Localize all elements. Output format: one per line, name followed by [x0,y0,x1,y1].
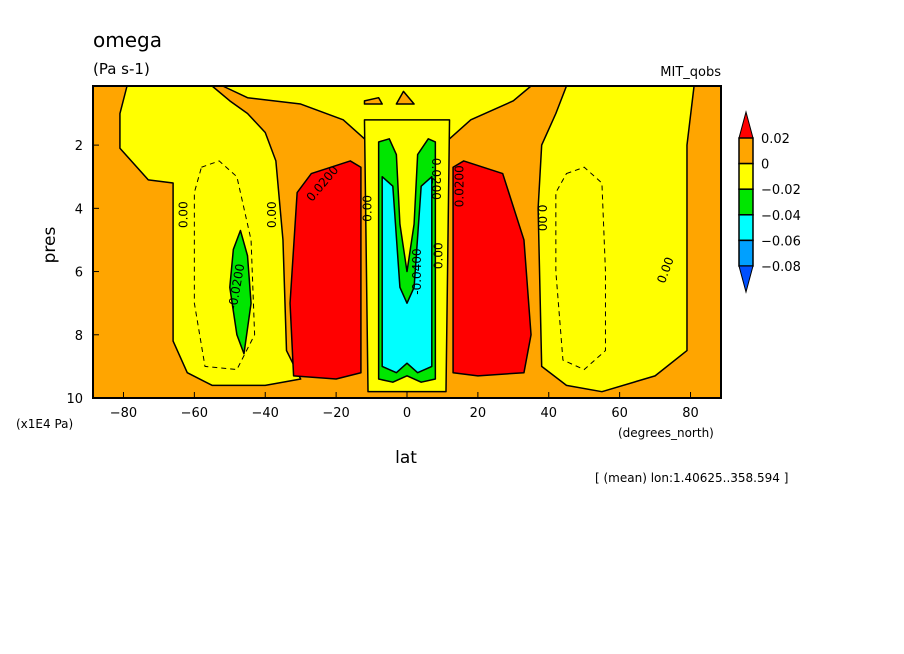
x-axis-units: (degrees_north) [618,426,714,440]
colorbar-swatch [738,239,754,267]
contour-label: 0.00 [176,201,190,228]
y-axis-label: pres [40,227,60,264]
top-orange-blob-right [395,90,415,105]
colorbar-swatch [738,214,754,242]
right-dashed-contour [555,166,606,371]
x-tick-label: −60 [181,406,208,421]
chart-units: (Pa s-1) [93,60,150,78]
contour-label: 0.00 [361,195,375,222]
left-dashed-contour [193,160,256,371]
colorbar-level-label: −0.06 [761,234,801,249]
colorbar-level-label: 0 [761,158,769,173]
x-tick-label: −20 [322,406,349,421]
colorbar-level-label: −0.04 [761,209,801,224]
left-yellow-region [119,85,302,387]
contour-label: -0.0400 [410,248,424,294]
colorbar-swatch [738,188,754,216]
colorbar-level-label: −0.02 [761,183,801,198]
x-tick-label: 40 [540,406,557,421]
contour-label: -0.0200 [429,154,443,200]
y-tick-label: 6 [75,266,83,281]
y-tick-label: 2 [75,139,83,154]
dataset-label: MIT_qobs [660,65,721,80]
chart-title: omega [93,28,162,52]
colorbar-level-label: 0.02 [761,132,790,147]
central-cyan-region [381,175,433,374]
colorbar-swatch [738,137,754,165]
left-red-region [289,160,362,380]
colorbar-top-arrow [738,110,754,139]
right-red-region [452,160,532,377]
x-tick-label: 0 [403,406,411,421]
y-axis-units: (x1E4 Pa) [16,417,73,431]
x-tick-label: 60 [611,406,628,421]
x-tick-label: 80 [682,406,699,421]
colorbar-swatch [738,162,754,190]
left-green-blob [229,229,252,355]
x-tick-label: −80 [110,406,137,421]
colorbar: 0.02 0 −0.02 −0.04 −0.06 −0.08 [738,110,801,294]
x-tick-label: −40 [252,406,279,421]
footer-note: [ (mean) lon:1.40625..358.594 ] [595,471,788,485]
y-tick-label: 10 [66,392,83,407]
y-tick-label: 4 [75,202,83,217]
x-axis-label: lat [395,448,417,468]
contour-label: 0.00 [431,242,445,269]
axes: −80 −60 −40 −20 0 20 40 60 80 2 4 6 8 10 [66,85,722,421]
contour-label: 0.0200 [453,165,467,207]
x-tick-label: 20 [470,406,487,421]
top-orange-blob-left [363,96,383,105]
colorbar-bottom-arrow [738,265,754,294]
contour-label: 0.00 [265,201,279,228]
colorbar-level-label: −0.08 [761,260,801,275]
contour-label: 0.00 [535,204,549,231]
y-tick-label: 8 [75,329,83,344]
right-yellow-region [537,85,695,393]
